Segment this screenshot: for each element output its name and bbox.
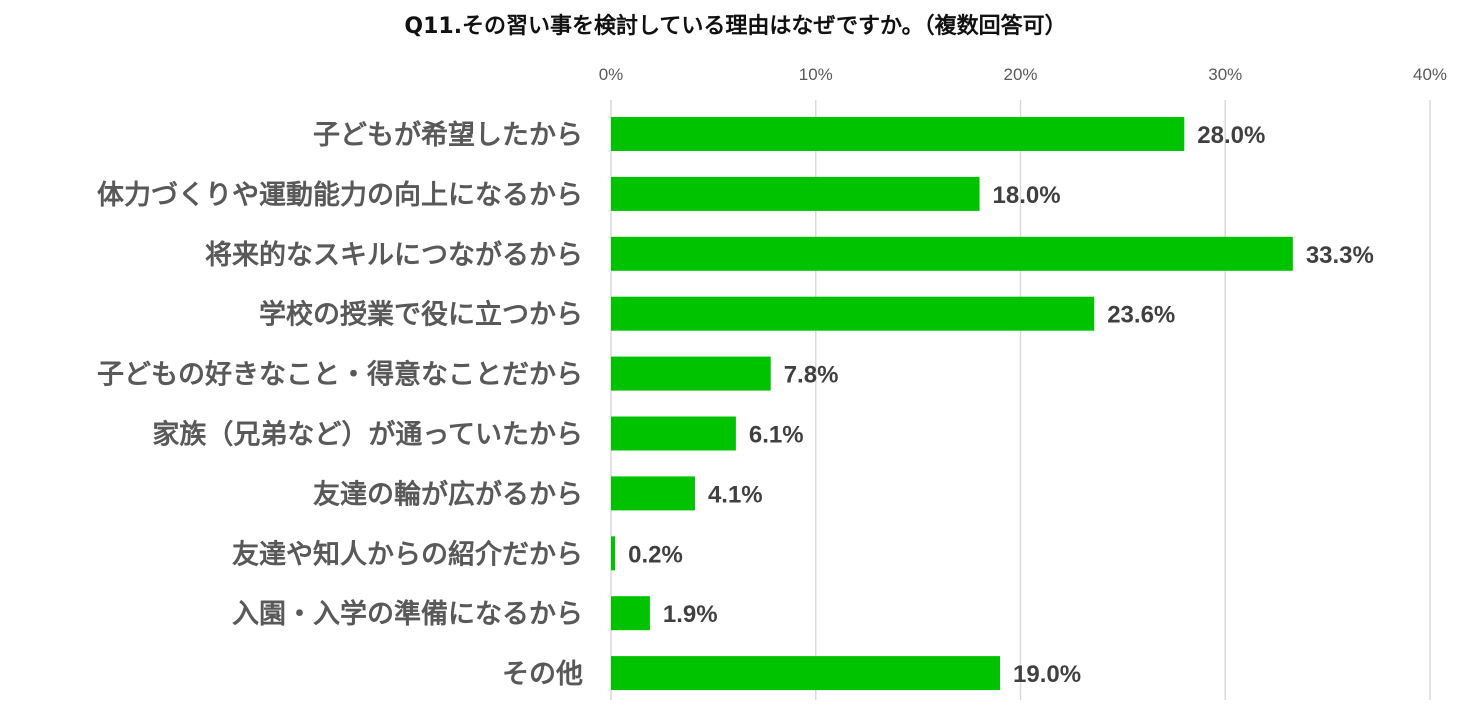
chart-title: Q11.その習い事を検討している理由はなぜですか。（複数回答可）: [404, 14, 1067, 39]
category-label: 子どもが希望したから: [313, 119, 583, 151]
x-tick-label: 10%: [799, 65, 833, 84]
bar: [611, 596, 650, 631]
bar: [611, 356, 771, 391]
category-label: 家族（兄弟など）が通っていたから: [152, 419, 583, 451]
bar: [611, 416, 736, 451]
data-label: 28.0%: [1197, 122, 1265, 149]
category-label: 体力づくりや運動能力の向上になるから: [97, 179, 583, 211]
bar: [611, 476, 695, 511]
data-label: 6.1%: [749, 422, 804, 449]
x-tick-label: 40%: [1413, 65, 1447, 84]
category-label: 入園・入学の準備になるから: [232, 598, 583, 630]
data-label: 33.3%: [1306, 242, 1374, 269]
bar: [611, 236, 1293, 271]
bar: [611, 656, 1001, 691]
data-label: 0.2%: [628, 541, 683, 568]
bar: [611, 536, 616, 571]
x-tick-label: 0%: [599, 65, 624, 84]
data-label: 4.1%: [708, 481, 763, 508]
data-label: 1.9%: [663, 601, 718, 628]
data-label: 18.0%: [993, 182, 1061, 209]
bar: [611, 176, 980, 211]
data-label: 23.6%: [1107, 302, 1175, 329]
data-label: 7.8%: [784, 362, 839, 389]
category-label: 友達の輪が広がるから: [313, 478, 583, 510]
category-label: 友達や知人からの紹介だから: [232, 538, 583, 570]
category-label: 子どもの好きなこと・得意なことだから: [97, 359, 583, 391]
bar: [611, 296, 1095, 331]
x-tick-label: 20%: [1003, 65, 1037, 84]
x-tick-label: 30%: [1208, 65, 1242, 84]
bar: [611, 117, 1185, 151]
data-label: 19.0%: [1013, 661, 1081, 688]
category-label: 学校の授業で役に立つから: [259, 299, 583, 331]
category-label: その他: [502, 659, 583, 690]
category-label: 将来的なスキルにつながるから: [205, 239, 583, 271]
